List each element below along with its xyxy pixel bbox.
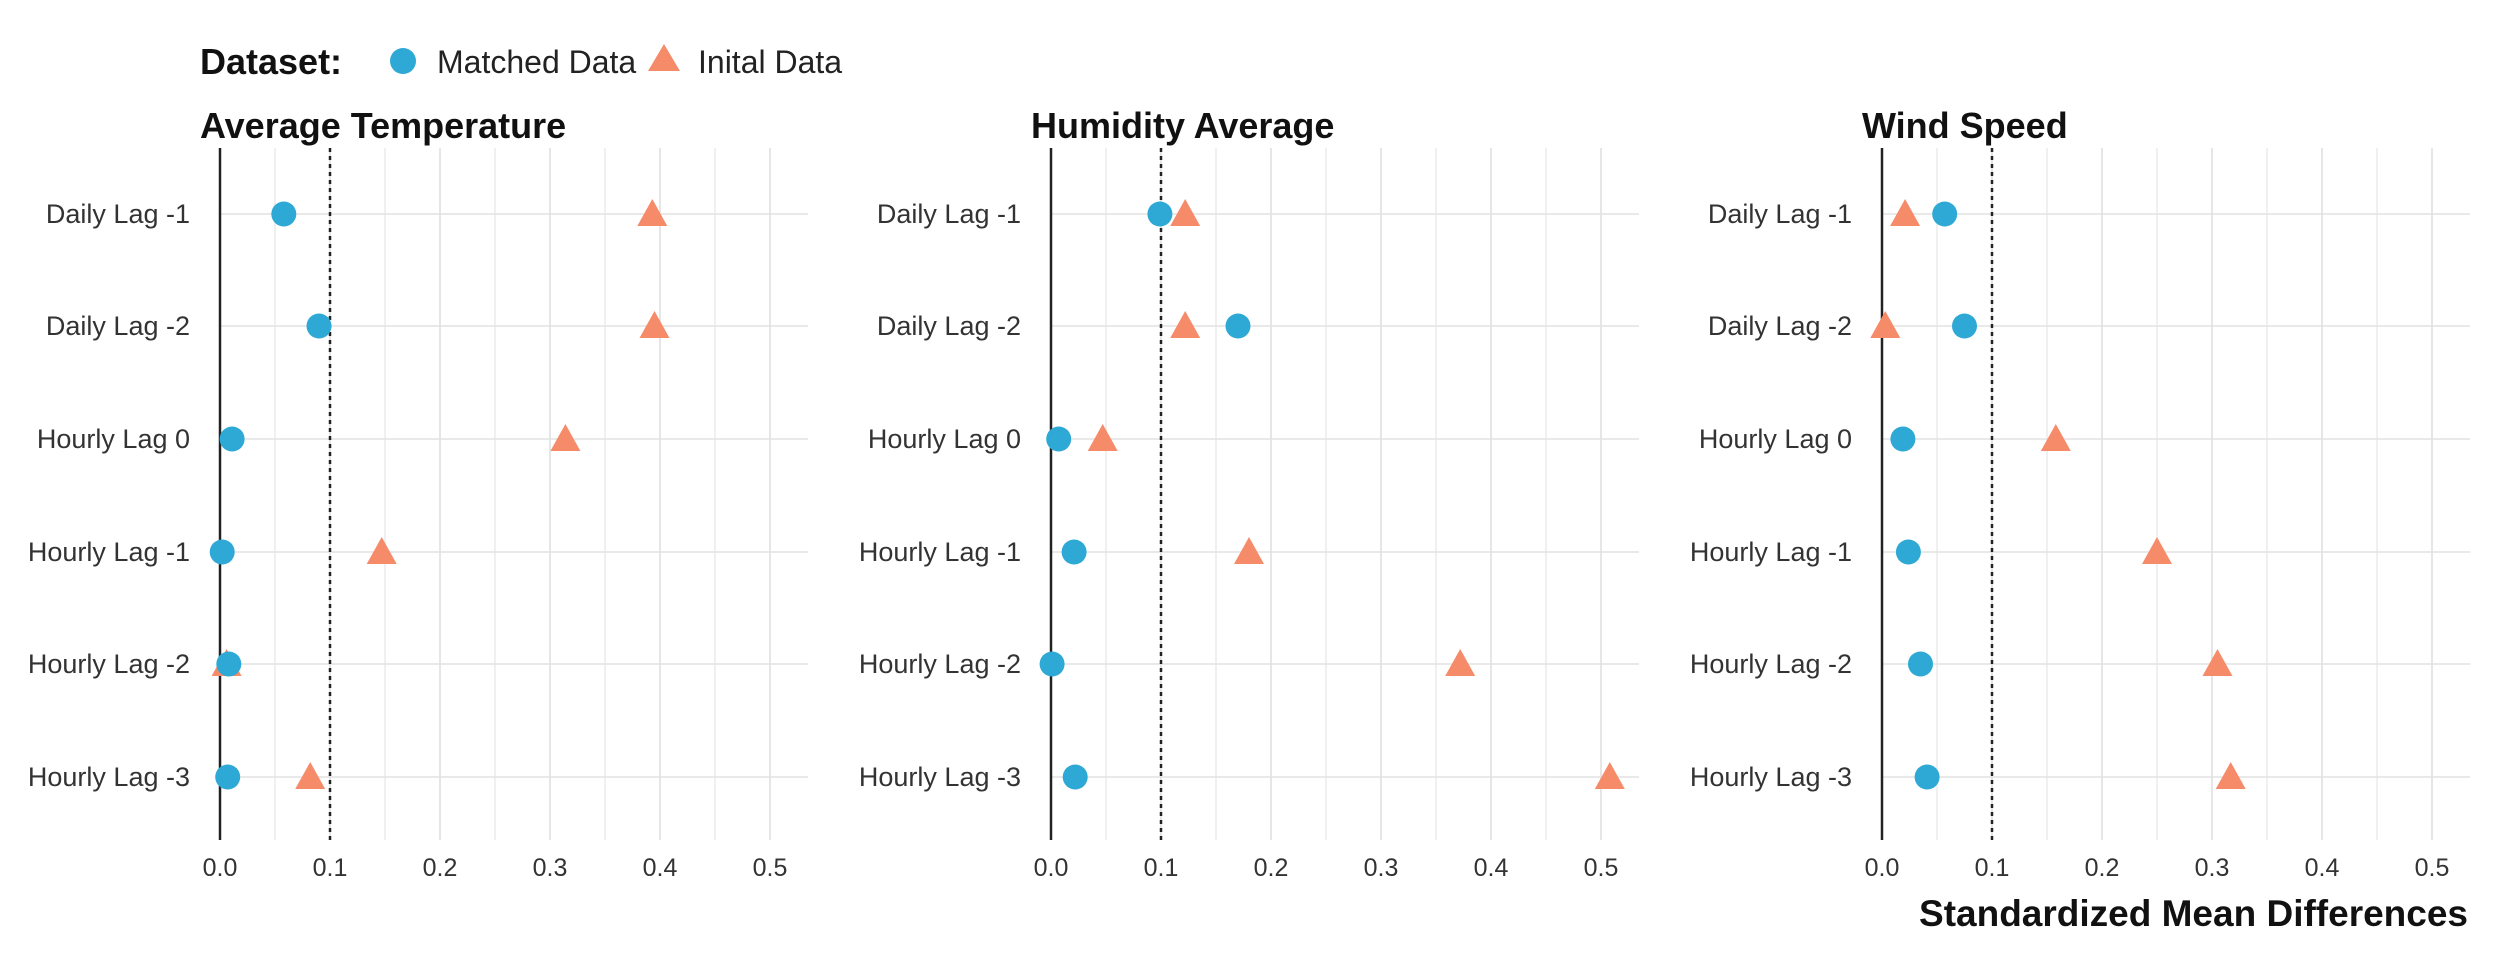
point-matched-data — [1890, 426, 1916, 452]
point-initial-data — [1594, 762, 1625, 789]
panel-title: Average Temperature — [200, 105, 566, 146]
category-label: Hourly Lag -1 — [1690, 537, 1852, 567]
point-initial-data — [1445, 649, 1476, 676]
category-label: Hourly Lag -2 — [859, 649, 1021, 679]
category-label: Hourly Lag -3 — [859, 762, 1021, 792]
point-matched-data — [271, 201, 297, 227]
x-tick-label: 0.3 — [2195, 854, 2230, 882]
category-label: Daily Lag -2 — [877, 311, 1021, 341]
point-initial-data — [1234, 537, 1264, 564]
point-initial-data — [1890, 199, 1921, 226]
category-label: Hourly Lag -3 — [1690, 762, 1852, 792]
point-matched-data — [1147, 201, 1173, 227]
legend-label-matched: Matched Data — [437, 44, 636, 80]
point-matched-data — [1046, 426, 1072, 452]
point-matched-data — [1932, 201, 1958, 227]
category-label: Hourly Lag 0 — [868, 424, 1021, 454]
point-matched-data — [1895, 539, 1921, 565]
chart-panel: Average Temperature Daily Lag -1 Daily Lag… — [28, 105, 808, 882]
point-initial-data — [1087, 424, 1118, 451]
category-label: Hourly Lag -1 — [859, 537, 1021, 567]
point-initial-data — [2215, 762, 2246, 789]
x-tick-label: 0.4 — [2305, 854, 2340, 882]
category-label: Hourly Lag -3 — [28, 762, 190, 792]
point-initial-data — [2202, 649, 2233, 676]
point-initial-data — [2040, 424, 2071, 451]
category-label: Hourly Lag -2 — [1690, 649, 1852, 679]
x-tick-label: 0.1 — [313, 854, 348, 882]
point-initial-data — [366, 537, 397, 564]
point-matched-data — [1225, 313, 1251, 339]
x-tick-label: 0.1 — [1975, 854, 2010, 882]
x-tick-label: 0.3 — [533, 854, 568, 882]
x-tick-label: 0.0 — [203, 854, 238, 882]
category-label: Daily Lag -2 — [46, 311, 190, 341]
x-tick-label: 0.2 — [2085, 854, 2120, 882]
point-matched-data — [306, 313, 332, 339]
point-initial-data — [1170, 199, 1201, 226]
legend-title: Dataset: — [200, 41, 342, 82]
category-label: Hourly Lag -2 — [28, 649, 190, 679]
x-axis-title: Standardized Mean Differences — [1919, 893, 2468, 934]
point-matched-data — [1039, 651, 1065, 677]
chart-panel: Humidity Average Daily Lag -1 Daily Lag -2… — [859, 105, 1639, 882]
point-matched-data — [215, 764, 241, 790]
point-initial-data — [637, 199, 668, 226]
chart-panel: Wind Speed Daily Lag -1 Daily Lag -2 Hourly… — [1690, 105, 2470, 882]
legend-marker-circle — [390, 48, 416, 74]
x-tick-label: 0.1 — [1144, 854, 1179, 882]
point-initial-data — [2142, 537, 2172, 564]
point-initial-data — [1870, 311, 1901, 338]
category-label: Hourly Lag 0 — [37, 424, 190, 454]
x-tick-label: 0.5 — [2415, 854, 2450, 882]
x-tick-label: 0.2 — [423, 854, 458, 882]
point-initial-data — [1170, 311, 1201, 338]
point-matched-data — [1061, 539, 1087, 565]
category-label: Daily Lag -1 — [877, 199, 1021, 229]
panel-title: Humidity Average — [1031, 105, 1334, 146]
panel-title: Wind Speed — [1862, 105, 2068, 146]
category-label: Hourly Lag 0 — [1699, 424, 1852, 454]
point-initial-data — [550, 424, 581, 451]
point-initial-data — [295, 762, 326, 789]
x-tick-label: 0.5 — [753, 854, 788, 882]
x-tick-label: 0.0 — [1034, 854, 1069, 882]
point-matched-data — [219, 426, 245, 452]
x-tick-label: 0.3 — [1364, 854, 1399, 882]
legend: Dataset: Matched Data Inital Data — [200, 41, 842, 82]
legend-label-initial: Inital Data — [698, 44, 842, 80]
category-label: Daily Lag -1 — [46, 199, 190, 229]
category-label: Daily Lag -1 — [1708, 199, 1852, 229]
x-tick-label: 0.4 — [1474, 854, 1509, 882]
x-tick-label: 0.5 — [1584, 854, 1619, 882]
point-matched-data — [209, 539, 235, 565]
point-matched-data — [1908, 651, 1933, 677]
point-matched-data — [1914, 764, 1940, 790]
point-initial-data — [639, 311, 670, 338]
x-tick-label: 0.2 — [1254, 854, 1289, 882]
x-tick-label: 0.4 — [643, 854, 678, 882]
legend-marker-triangle — [648, 44, 680, 71]
point-matched-data — [216, 651, 242, 677]
point-matched-data — [1952, 313, 1977, 339]
category-label: Hourly Lag -1 — [28, 537, 190, 567]
x-tick-label: 0.0 — [1865, 854, 1900, 882]
category-label: Daily Lag -2 — [1708, 311, 1852, 341]
point-matched-data — [1062, 764, 1088, 790]
